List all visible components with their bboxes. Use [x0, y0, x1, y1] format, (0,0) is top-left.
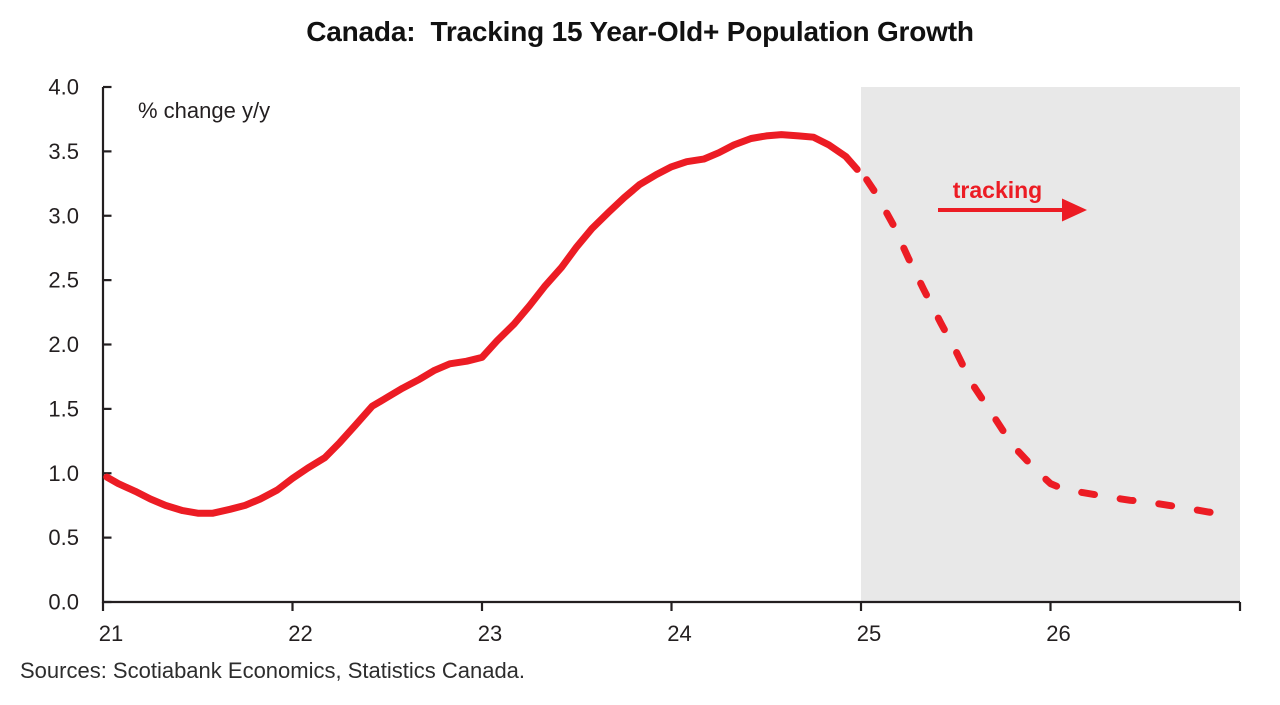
y-tick-label: 4.0 — [48, 75, 79, 100]
x-tick-label: 23 — [478, 621, 502, 646]
sources-note: Sources: Scotiabank Economics, Statistic… — [20, 658, 526, 683]
y-tick-label: 3.0 — [48, 203, 79, 228]
forecast-line — [863, 176, 1238, 520]
forecast-shaded-region — [861, 87, 1240, 602]
chart-title: Canada: Tracking 15 Year-Old+ Population… — [306, 16, 974, 47]
y-tick-label: 0.0 — [48, 590, 79, 615]
tracking-annotation: tracking — [952, 177, 1043, 203]
x-tick-label: 25 — [857, 621, 881, 646]
y-tick-label: 3.5 — [48, 139, 79, 164]
x-tick-label: 21 — [99, 621, 123, 646]
actual-line — [103, 131, 861, 517]
y-tick-label: 2.5 — [48, 268, 79, 293]
tracking-arrow-head — [1062, 198, 1087, 222]
x-tick-label: 24 — [667, 621, 691, 646]
x-tick-label: 22 — [288, 621, 312, 646]
y-tick-label: 0.5 — [48, 525, 79, 550]
y-tick-label: 1.5 — [48, 396, 79, 421]
x-tick-label: 26 — [1046, 621, 1070, 646]
y-tick-label: 2.0 — [48, 332, 79, 357]
y-tick-label: 1.0 — [48, 461, 79, 486]
y-axis-unit-label: % change y/y — [138, 98, 271, 123]
